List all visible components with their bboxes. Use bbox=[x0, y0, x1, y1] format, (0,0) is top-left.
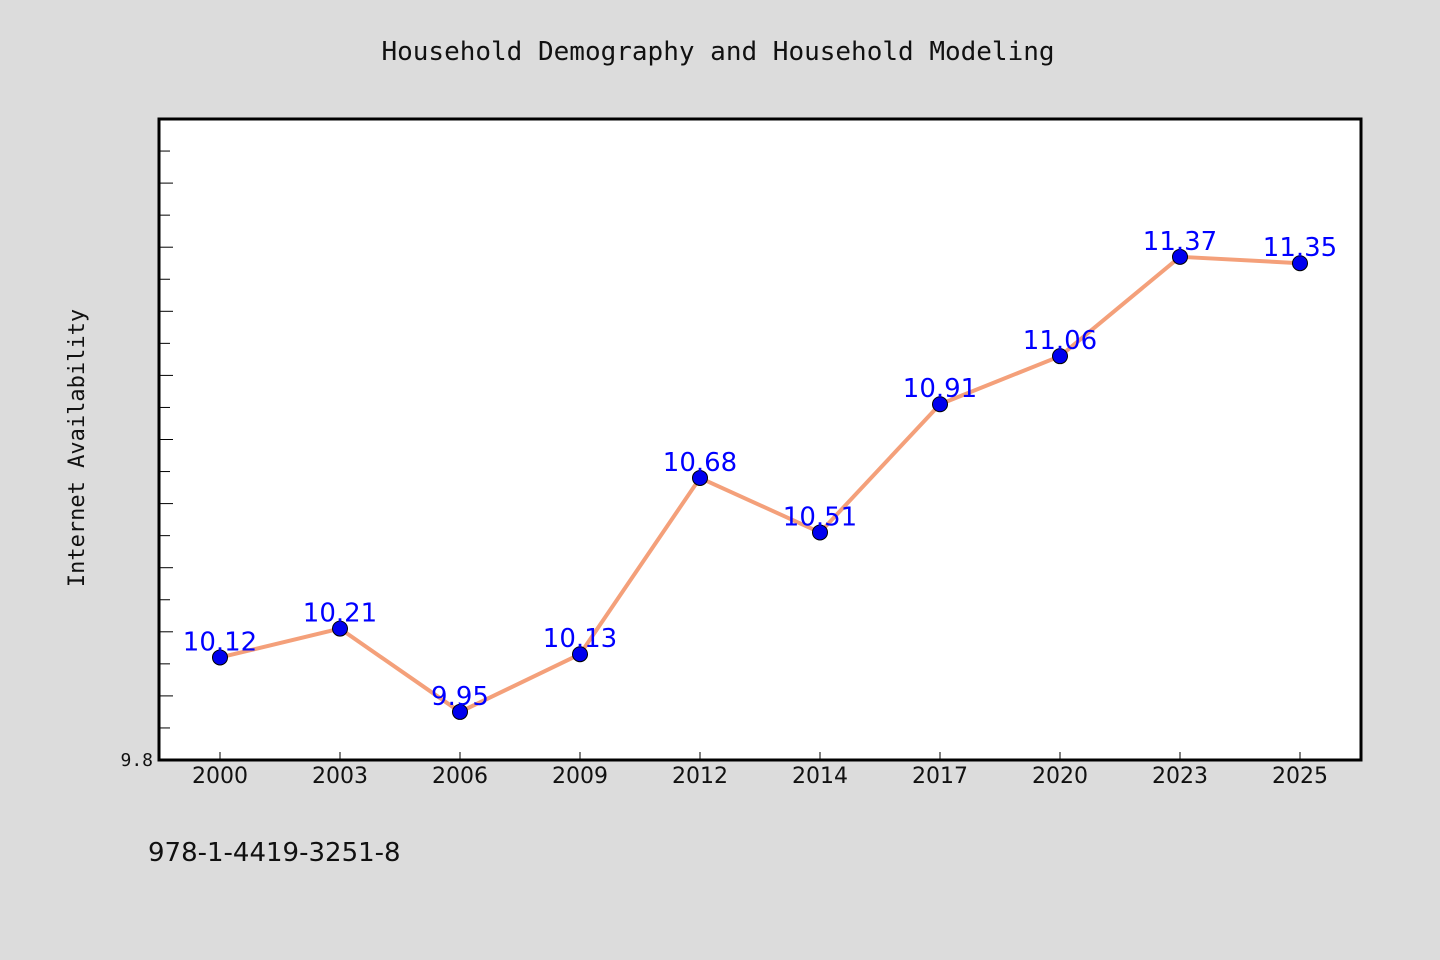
x-tick-label: 2003 bbox=[312, 764, 368, 789]
data-point bbox=[1292, 255, 1308, 272]
y-tick-label: 9.8 bbox=[120, 750, 153, 771]
data-label: 11.35 bbox=[1263, 233, 1337, 263]
data-label: 10.68 bbox=[663, 448, 737, 478]
footer-isbn: 978-1-4419-3251-8 bbox=[148, 838, 401, 868]
data-labels-layer: 10.12 10.21 9.95 10.13 10.68 10.51 10.91 11.06 1… bbox=[183, 227, 1337, 712]
x-tick-label: 2000 bbox=[192, 764, 248, 789]
data-point bbox=[212, 649, 228, 666]
series-line bbox=[219, 254, 1301, 714]
x-tick-label: 2023 bbox=[1152, 764, 1208, 789]
data-label: 10.91 bbox=[903, 374, 977, 404]
x-tick-label: 2009 bbox=[552, 764, 608, 789]
data-point bbox=[572, 646, 588, 663]
series-layer bbox=[212, 248, 1308, 720]
data-label: 10.12 bbox=[183, 627, 257, 657]
chart-title: Household Demography and Household Model… bbox=[381, 37, 1054, 67]
data-point bbox=[1052, 348, 1068, 365]
x-tick-label: 2025 bbox=[1272, 764, 1328, 789]
x-tick-label: 2012 bbox=[672, 764, 728, 789]
data-point bbox=[932, 396, 948, 413]
x-tick-label: 2017 bbox=[912, 764, 968, 789]
data-label: 10.21 bbox=[303, 599, 377, 629]
x-axis-ticks: 2000 2003 2006 2009 2012 2014 2017 2020 2023 2025 bbox=[192, 752, 1328, 789]
x-tick-label: 2020 bbox=[1032, 764, 1088, 789]
data-label: 9.95 bbox=[431, 682, 489, 712]
data-point bbox=[812, 524, 828, 541]
data-point bbox=[452, 703, 468, 720]
y-axis-ticks: 9.8 bbox=[120, 150, 173, 771]
data-point bbox=[332, 620, 348, 637]
x-tick-label: 2006 bbox=[432, 764, 488, 789]
data-point bbox=[1172, 248, 1188, 265]
plot-area bbox=[157, 117, 1363, 762]
data-label: 11.06 bbox=[1023, 326, 1097, 356]
data-label: 10.51 bbox=[783, 502, 857, 532]
data-label: 11.37 bbox=[1143, 227, 1217, 257]
y-axis-label: Internet Availability bbox=[65, 309, 90, 587]
x-tick-label: 2014 bbox=[792, 764, 848, 789]
data-label: 10.13 bbox=[543, 624, 617, 654]
data-point bbox=[692, 469, 708, 486]
